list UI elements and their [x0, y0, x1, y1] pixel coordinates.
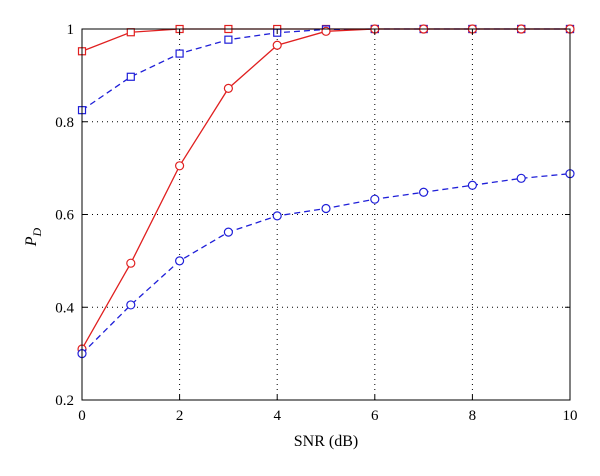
data-point-square	[126, 72, 135, 81]
data-point-square	[224, 35, 233, 44]
data-point-circle	[223, 83, 233, 93]
x-tick-label: 4	[273, 408, 281, 424]
tick-labels: 0 2 4 6 8 10 0.2 0.4 0.6 0.8 1	[55, 22, 577, 424]
series-2	[77, 24, 575, 115]
series-3	[77, 24, 575, 354]
series-3-line	[81, 28, 570, 350]
series-4-line	[81, 173, 571, 355]
x-tick-label: 0	[78, 408, 86, 424]
x-tick-label: 8	[469, 408, 477, 424]
series-2-line	[81, 28, 570, 111]
series-4	[77, 169, 575, 359]
y-tick-label: 0.2	[55, 393, 74, 409]
data-point-circle	[272, 211, 282, 221]
data-point-circle	[126, 300, 136, 310]
x-tick-label: 10	[563, 408, 578, 424]
data-point-square	[175, 49, 184, 58]
x-tick-label: 6	[371, 408, 379, 424]
y-tick-label: 0.6	[55, 208, 74, 224]
data-point-circle	[223, 227, 233, 237]
data-point-circle	[370, 194, 380, 204]
data-point-circle	[175, 256, 185, 266]
y-axis-label: PD	[23, 227, 44, 247]
y-tick-label: 0.8	[55, 115, 74, 131]
data-point-circle	[272, 40, 282, 50]
data-point-circle	[175, 161, 185, 171]
x-axis-label: SNR (dB)	[294, 433, 358, 450]
data-point-circle	[126, 258, 136, 268]
y-axis-label-main: P	[23, 236, 40, 247]
axis-ticks	[81, 28, 571, 401]
x-tick-label: 2	[176, 408, 184, 424]
data-point-square	[126, 28, 135, 37]
y-tick-label: 0.4	[55, 300, 74, 316]
data-point-circle	[516, 173, 526, 183]
data-point-circle	[321, 203, 331, 214]
y-axis-label-subscript: D	[30, 227, 44, 237]
data-point-circle	[419, 187, 429, 197]
data-point-circle	[467, 180, 477, 190]
y-tick-label: 1	[67, 22, 75, 38]
